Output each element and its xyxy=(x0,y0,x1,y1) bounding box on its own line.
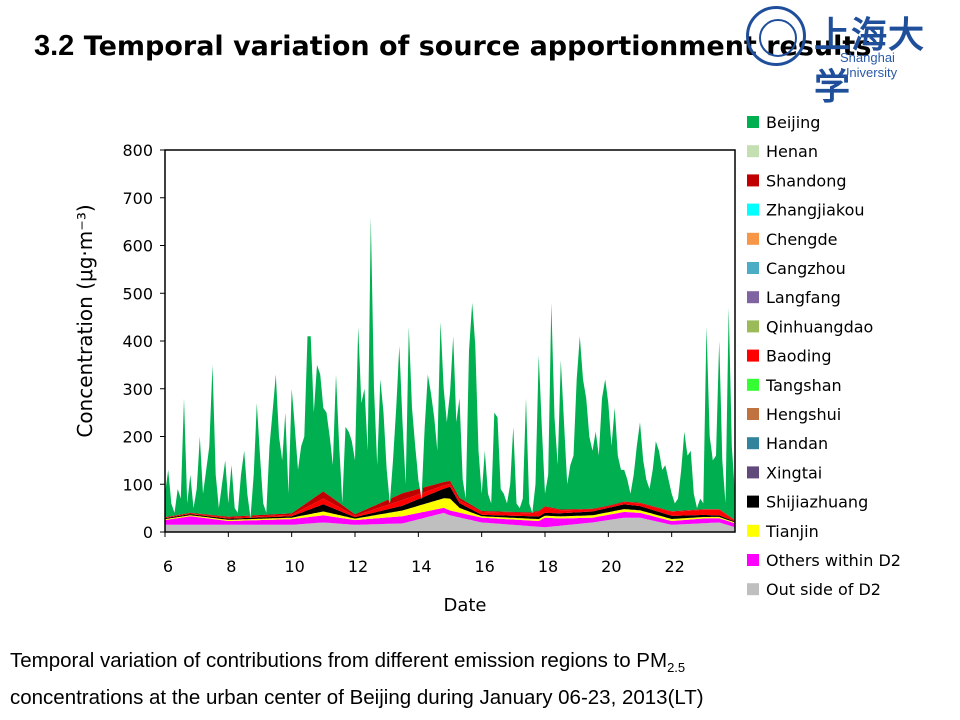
y-tick-label: 700 xyxy=(122,189,153,208)
legend-label: Henan xyxy=(766,142,818,161)
legend-swatch xyxy=(747,174,759,187)
legend-swatch xyxy=(747,554,759,566)
caption-line1: Temporal variation of contributions from… xyxy=(10,649,668,672)
logo-english-text: Shanghai University xyxy=(840,50,898,80)
area-others-within-d2 xyxy=(165,507,735,528)
y-tick-label: 600 xyxy=(122,237,153,256)
legend-swatch xyxy=(747,524,759,537)
caption-line2: concentrations at the urban center of Be… xyxy=(10,686,704,710)
legend-swatch xyxy=(747,378,759,391)
legend-swatch xyxy=(747,203,759,216)
legend-swatch xyxy=(747,291,759,304)
legend-label: Qinhuangdao xyxy=(766,317,873,336)
area-baoding xyxy=(165,483,735,522)
legend-swatch xyxy=(747,320,759,333)
area-shijiazhuang xyxy=(165,486,735,523)
x-tick-label: 20 xyxy=(601,557,621,576)
slide-title: 3.2 Temporal variation of source apporti… xyxy=(34,30,871,63)
x-tick-label: 18 xyxy=(538,557,558,576)
university-logo: 上海大学 Shanghai University xyxy=(744,4,954,108)
figure-caption: Temporal variation of contributions from… xyxy=(10,646,950,713)
title-number: 3.2 xyxy=(34,30,75,62)
legend-swatch xyxy=(747,145,759,158)
x-tick-label: 22 xyxy=(664,557,684,576)
y-axis-label: Concentration (μg·m⁻³) xyxy=(73,204,97,437)
legend-swatch xyxy=(747,408,759,420)
legend-label: Beijing xyxy=(766,113,820,132)
legend-swatch xyxy=(747,466,759,479)
legend-label: Zhangjiakou xyxy=(766,201,865,220)
x-tick-label: 10 xyxy=(284,557,304,576)
x-tick-label: 12 xyxy=(348,557,368,576)
legend-label: Shandong xyxy=(766,171,846,190)
legend-swatch xyxy=(747,262,759,274)
title-text: Temporal variation of source apportionme… xyxy=(83,31,872,62)
caption-subscript: 2.5 xyxy=(667,660,686,676)
legend-label: Out side of D2 xyxy=(766,580,881,599)
legend-swatch xyxy=(747,232,759,245)
legend-swatch xyxy=(747,437,759,450)
legend-label: Baoding xyxy=(766,347,831,366)
logo-chinese-text: 上海大学 xyxy=(814,14,926,108)
y-tick-label: 0 xyxy=(143,523,153,542)
legend-label: Tangshan xyxy=(765,376,842,395)
x-axis-label: Date xyxy=(443,595,486,616)
legend-label: Shijiazhuang xyxy=(766,493,868,512)
area-out-side-of-d2 xyxy=(165,512,735,532)
x-tick-label: 6 xyxy=(163,557,173,576)
university-seal-icon xyxy=(746,6,806,66)
y-tick-label: 400 xyxy=(122,332,153,351)
y-tick-label: 300 xyxy=(122,380,153,399)
x-tick-label: 8 xyxy=(226,557,236,576)
legend-swatch xyxy=(747,583,759,596)
legend-label: Others within D2 xyxy=(766,551,901,570)
legend-label: Langfang xyxy=(766,288,841,307)
stacked-area-chart: 0 100 200 300 400 500 600 700 800 6 8 10 12 14 16 18 20 2… xyxy=(73,113,901,616)
legend-label: Handan xyxy=(766,434,828,453)
legend-label: Tianjin xyxy=(765,522,819,541)
area-shandong xyxy=(165,480,735,521)
area-tianjin xyxy=(165,498,735,524)
area-beijing xyxy=(165,216,735,521)
legend-swatch xyxy=(747,495,759,508)
x-tick-label: 14 xyxy=(411,557,431,576)
legend-label: Xingtai xyxy=(766,463,822,482)
y-tick-label: 800 xyxy=(122,141,153,160)
legend-label: Cangzhou xyxy=(766,259,846,278)
x-tick-label: 16 xyxy=(474,557,494,576)
y-tick-label: 500 xyxy=(122,284,153,303)
legend-swatch xyxy=(747,116,759,128)
legend-swatch xyxy=(747,349,759,362)
legend-label: Hengshui xyxy=(766,405,841,424)
y-tick-label: 100 xyxy=(122,475,153,494)
legend-label: Chengde xyxy=(766,230,837,249)
y-tick-label: 200 xyxy=(122,428,153,447)
